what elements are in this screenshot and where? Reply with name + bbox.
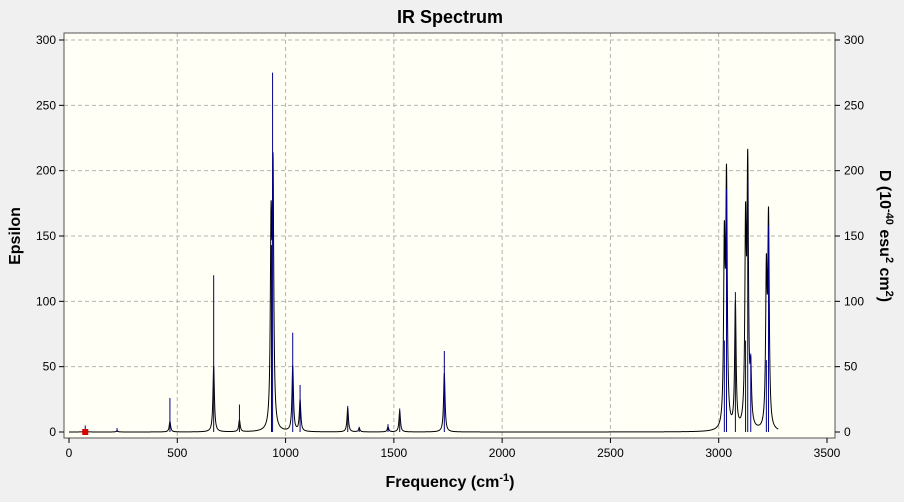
x-axis-title: Frequency (cm-1) bbox=[386, 472, 515, 491]
grid-lines bbox=[64, 33, 835, 438]
y2-tick-label: 100 bbox=[844, 294, 864, 308]
spectrum-line bbox=[69, 148, 779, 433]
axes: 0 500 1000 1500 2000 2500 3000 3500050100150200… bbox=[36, 33, 864, 460]
x-tick-label: 2000 bbox=[489, 446, 516, 460]
x-axis-title-text: Frequency (cm bbox=[386, 474, 500, 491]
y2-tick-label: 300 bbox=[844, 33, 864, 47]
y-tick-label: 150 bbox=[36, 229, 56, 243]
chart-title: IR Spectrum bbox=[397, 7, 503, 27]
y2-tick-label: 250 bbox=[844, 98, 864, 112]
imaginary-frequency-marker bbox=[82, 429, 89, 435]
y2-axis-title-superscript: 2 bbox=[883, 291, 895, 297]
x-tick-label: 0 bbox=[66, 446, 73, 460]
y2-axis-title: D (10-40 esu2 cm2) bbox=[876, 170, 895, 302]
data-layer bbox=[69, 72, 779, 435]
x-tick-label: 3500 bbox=[814, 446, 841, 460]
y2-axis-title-superscript: -40 bbox=[883, 209, 895, 225]
y2-axis-title-part: esu bbox=[876, 225, 893, 257]
y2-tick-label: 150 bbox=[844, 229, 864, 243]
y-tick-label: 200 bbox=[36, 164, 56, 178]
x-tick-label: 1500 bbox=[381, 446, 408, 460]
x-tick-label: 2500 bbox=[597, 446, 624, 460]
y-tick-label: 0 bbox=[49, 425, 56, 439]
y-tick-label: 300 bbox=[36, 33, 56, 47]
y-axis-title: Epsilon bbox=[7, 207, 24, 265]
y2-axis-title-part: cm bbox=[876, 263, 893, 291]
y2-tick-label: 0 bbox=[844, 425, 851, 439]
x-tick-label: 500 bbox=[167, 446, 187, 460]
x-axis-title-close: ) bbox=[509, 474, 514, 491]
x-axis-title-superscript: -1 bbox=[499, 472, 509, 484]
y2-axis-title-part: D (10 bbox=[876, 170, 893, 209]
x-tick-label: 3000 bbox=[705, 446, 732, 460]
y-tick-label: 100 bbox=[36, 294, 56, 308]
x-tick-label: 1000 bbox=[272, 446, 299, 460]
y2-axis-title-part: ) bbox=[876, 297, 893, 302]
y-tick-label: 50 bbox=[43, 360, 57, 374]
y2-tick-label: 200 bbox=[844, 164, 864, 178]
y-tick-label: 250 bbox=[36, 98, 56, 112]
y2-axis-title-superscript: 2 bbox=[883, 257, 895, 263]
y2-tick-label: 50 bbox=[844, 360, 858, 374]
